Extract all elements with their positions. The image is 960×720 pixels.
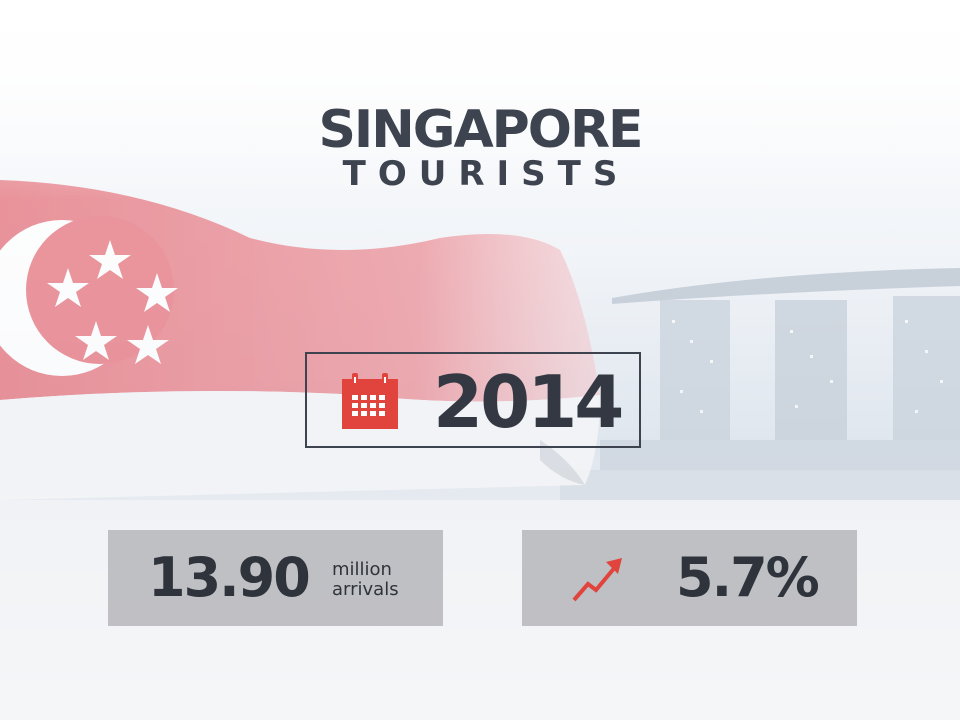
arrivals-unit: million arrivals	[332, 560, 399, 600]
arrivals-value: 13.90	[148, 546, 311, 609]
year-box: 2014	[305, 352, 641, 448]
arrivals-unit-line1: million	[332, 559, 392, 580]
calendar-icon	[342, 373, 398, 429]
arrivals-box: 13.90 million arrivals	[108, 530, 443, 626]
growth-box: 5.7%	[522, 530, 857, 626]
trend-up-icon	[572, 558, 622, 602]
growth-value: 5.7%	[676, 546, 820, 609]
singapore-flag	[0, 180, 600, 500]
arrivals-unit-line2: arrivals	[332, 579, 399, 600]
skyline	[560, 268, 960, 500]
title-sub: TOURISTS	[342, 154, 630, 194]
title-main: SINGAPORE	[318, 100, 643, 160]
year-value: 2014	[433, 360, 624, 444]
